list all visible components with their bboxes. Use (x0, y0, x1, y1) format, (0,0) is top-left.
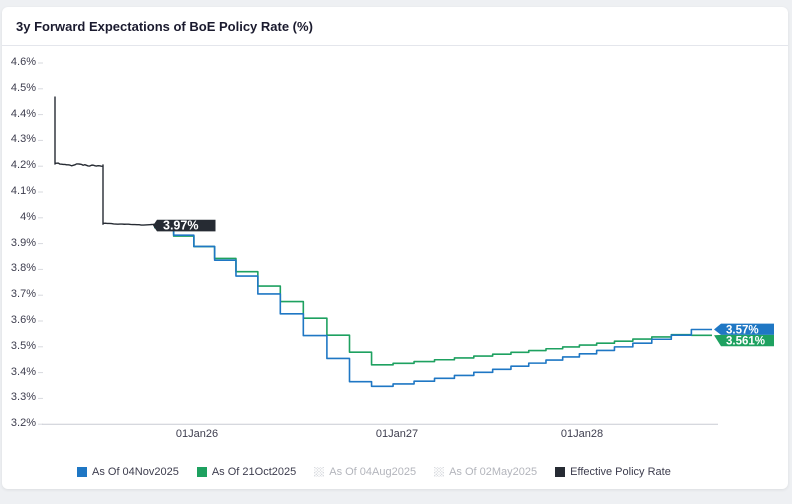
svg-text:3.57%: 3.57% (726, 324, 759, 336)
svg-text:3.561%: 3.561% (726, 336, 765, 348)
svg-text:3.97%: 3.97% (163, 219, 198, 233)
